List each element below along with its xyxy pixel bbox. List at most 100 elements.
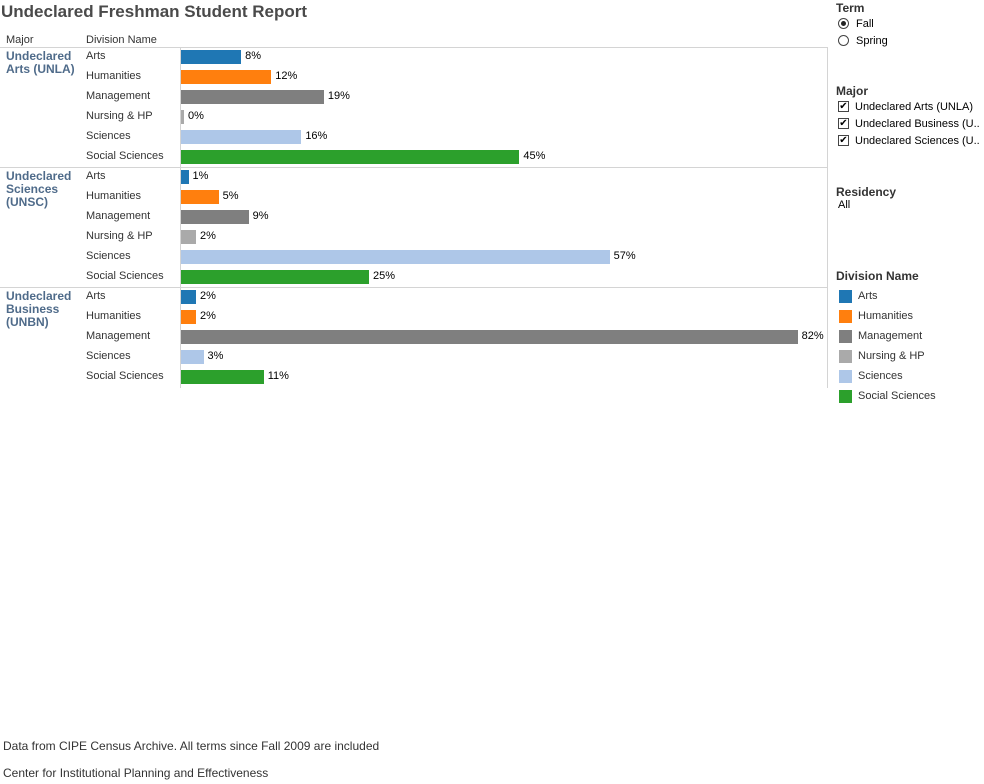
legend-item[interactable]: Sciences [836,366,984,386]
legend-title: Division Name [836,269,919,283]
legend-label: Nursing & HP [858,350,925,362]
bar[interactable] [181,290,197,304]
footer-source-note: Data from CIPE Census Archive. All terms… [3,739,380,753]
legend-item[interactable]: Management [836,326,984,346]
bar-value-label: 16% [305,130,328,142]
axis-line [180,47,181,388]
residency-filter[interactable]: Residency All [836,185,984,211]
bar-value-label: 19% [327,90,350,102]
division-label: Management [86,90,151,102]
legend-label: Sciences [858,370,903,382]
major-option[interactable]: ✔ Undeclared Sciences (U.. [836,132,984,149]
division-label: Management [86,330,151,342]
legend-label: Humanities [858,310,914,322]
residency-filter-title: Residency [836,185,897,199]
bar-value-label: 11% [267,370,289,382]
bar[interactable] [181,50,242,64]
division-label: Management [86,210,151,222]
division-label: Social Sciences [86,370,164,382]
page-title: Undeclared Freshman Student Report [1,2,308,21]
bar[interactable] [181,170,189,184]
bar-value-label: 12% [275,70,298,82]
major-option[interactable]: ✔ Undeclared Arts (UNLA) [836,98,984,115]
bar-value-label: 8% [245,50,262,62]
legend-swatch-icon [839,329,852,343]
chart-area [0,47,828,388]
legend-label: Social Sciences [858,390,936,402]
major-filter: Major ✔ Undeclared Arts (UNLA) ✔ Undecla… [836,84,984,149]
legend-item[interactable]: Arts [836,286,984,306]
bar[interactable] [181,230,197,244]
bar[interactable] [181,310,197,324]
bar[interactable] [181,270,369,284]
legend-swatch-icon [839,369,852,383]
term-option-fall[interactable]: Fall [836,15,984,32]
bar-value-label: 3% [207,350,224,362]
checkbox-checked-icon[interactable]: ✔ [838,118,849,129]
major-option-label: Undeclared Business (U.. [855,117,980,130]
bar-value-label: 5% [222,190,239,202]
legend-item[interactable]: Humanities [836,306,984,326]
checkbox-checked-icon[interactable]: ✔ [838,135,849,146]
division-label: Arts [86,290,106,302]
major-label: Undeclared Business (UNBN) [6,289,72,329]
division-label: Sciences [86,130,131,142]
division-label: Arts [86,170,106,182]
bar-value-label: 1% [192,170,209,182]
legend-swatch-icon [839,389,852,403]
division-label: Social Sciences [86,150,164,162]
division-label: Social Sciences [86,270,164,282]
bar-value-label: 25% [373,270,396,282]
bar[interactable] [181,190,219,204]
legend-label: Management [858,330,923,342]
bar-value-label: 9% [252,210,269,222]
legend-item[interactable]: Social Sciences [836,386,984,406]
bar-value-label: 2% [200,290,216,302]
division-label: Humanities [86,310,142,322]
division-label: Nursing & HP [86,230,153,242]
bar[interactable] [181,350,204,364]
bar[interactable] [181,330,798,344]
group-separator [0,167,828,168]
division-label: Humanities [86,190,142,202]
major-column-header: Major [6,34,34,46]
division-label: Arts [86,50,106,62]
bar-value-label: 2% [200,230,216,242]
major-label: Undeclared Arts (UNLA) [6,49,75,76]
bar-value-label: 82% [801,330,824,342]
bar[interactable] [181,70,272,84]
major-filter-title: Major [836,84,869,98]
legend-swatch-icon [839,309,852,323]
bar[interactable] [181,210,249,224]
radio-selected-icon[interactable] [838,18,849,29]
group-separator [0,287,828,288]
term-option-spring[interactable]: Spring [836,32,984,49]
bar[interactable] [181,110,184,124]
bar[interactable] [181,130,302,144]
term-filter-title: Term [836,1,865,15]
bar[interactable] [181,90,324,104]
major-option-label: Undeclared Sciences (U.. [855,134,980,147]
bar[interactable] [181,150,520,164]
division-label: Sciences [86,250,131,262]
term-option-label: Fall [856,17,874,30]
division-label: Nursing & HP [86,110,153,122]
residency-value[interactable]: All [838,199,851,211]
bar-value-label: 45% [523,150,546,162]
division-label: Sciences [86,350,131,362]
term-option-label: Spring [856,34,888,47]
division-column-header: Division Name [86,34,157,46]
bar-value-label: 57% [613,250,636,262]
legend-swatch-icon [839,349,852,363]
major-label: Undeclared Sciences (UNSC) [6,169,72,209]
legend: Division Name Arts Humanities Management Nu… [836,269,984,406]
major-option-label: Undeclared Arts (UNLA) [855,100,973,113]
bar[interactable] [181,370,264,384]
major-option[interactable]: ✔ Undeclared Business (U.. [836,115,984,132]
radio-unselected-icon[interactable] [838,35,849,46]
checkbox-checked-icon[interactable]: ✔ [838,101,849,112]
division-label: Humanities [86,70,142,82]
legend-item[interactable]: Nursing & HP [836,346,984,366]
bar-value-label: 0% [188,110,204,122]
bar[interactable] [181,250,610,264]
